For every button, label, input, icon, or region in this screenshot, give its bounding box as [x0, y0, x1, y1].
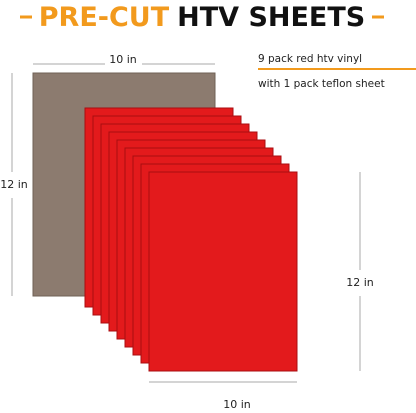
vinyl-sheet [148, 171, 298, 372]
title-highlight: PRE-CUT [39, 2, 170, 33]
vinyl-height-label: 12 in [346, 276, 374, 289]
title: PRE-CUT HTV SHEETS [39, 2, 366, 33]
vinyl-stack [84, 107, 298, 372]
vinyl-width-label: 10 in [223, 398, 251, 411]
description-line: with 1 pack teflon sheet [258, 78, 385, 90]
teflon-height-label: 12 in [0, 178, 28, 191]
title-rest: HTV SHEETS [177, 2, 365, 33]
description-line: 9 pack red htv vinyl [258, 53, 362, 65]
teflon-width-label: 10 in [109, 53, 137, 66]
